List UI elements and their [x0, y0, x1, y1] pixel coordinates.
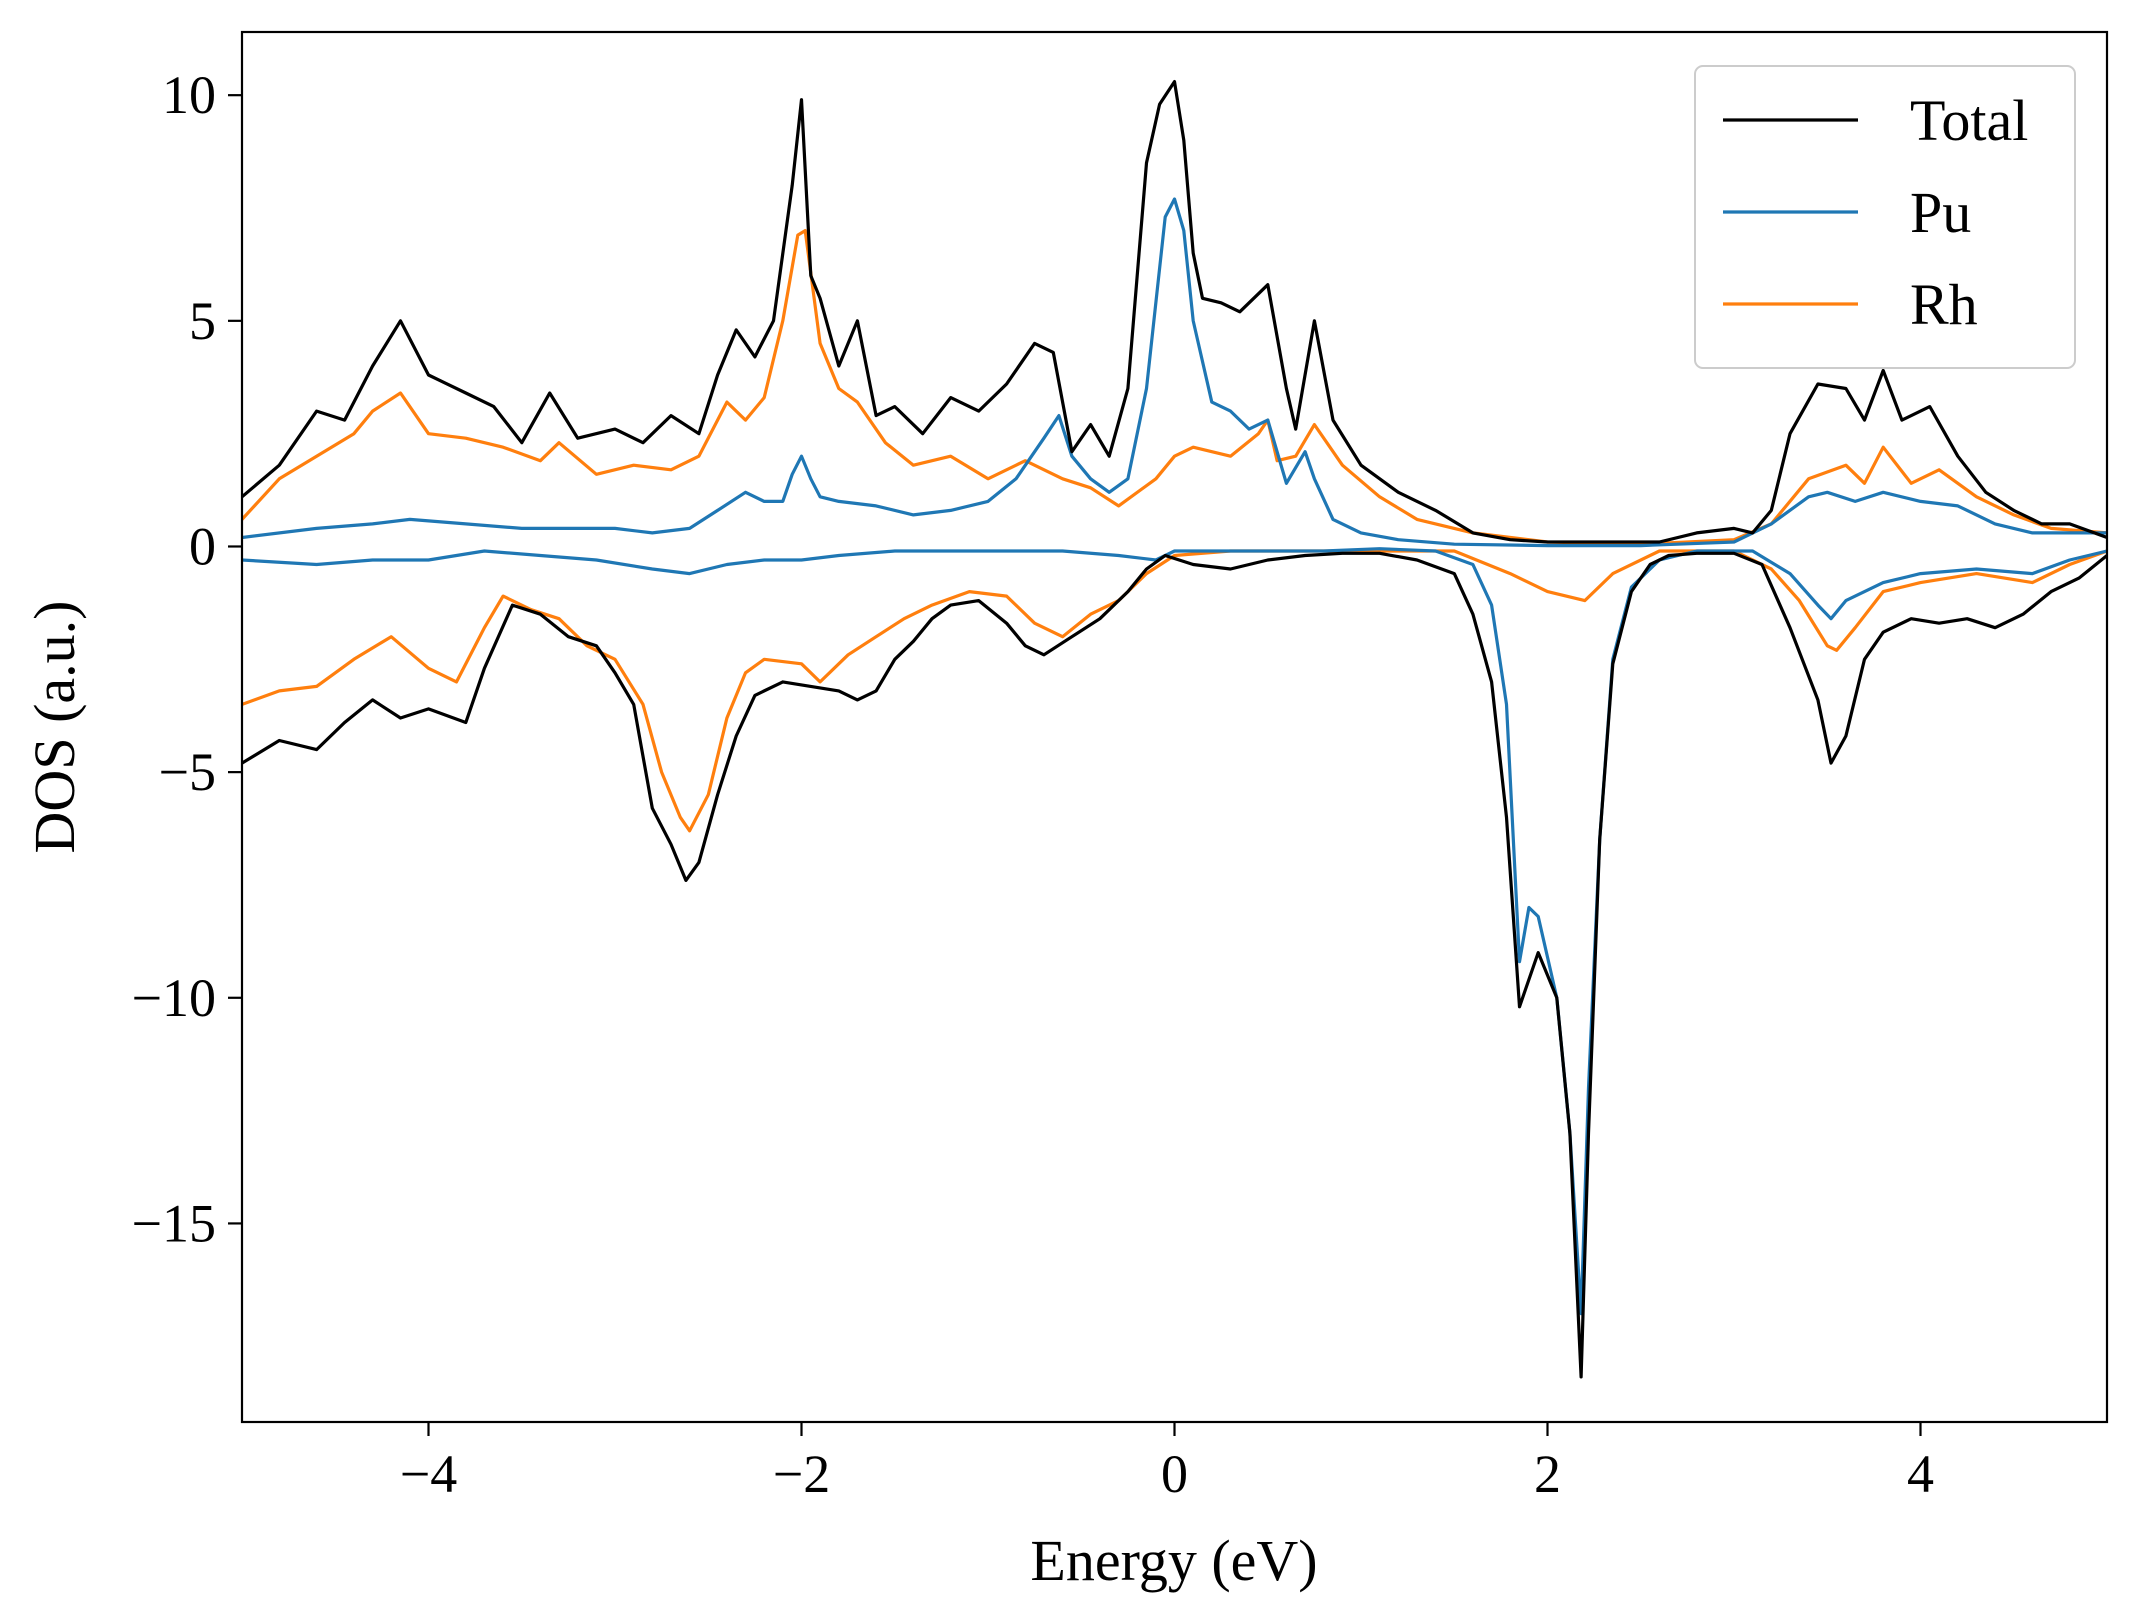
- y-tick-label: 10: [162, 65, 216, 125]
- x-axis-ticks: −4 −2 0 2 4: [400, 1422, 1934, 1504]
- series-line-rh-spin-down: [242, 549, 2107, 833]
- legend: Total Pu Rh: [1694, 65, 2076, 369]
- y-axis-ticks: −15 −10 −5 0 5 10: [132, 65, 242, 1253]
- x-tick-label: 4: [1907, 1444, 1934, 1504]
- x-tick-label: 0: [1161, 1444, 1188, 1504]
- x-tick-label: −4: [400, 1444, 457, 1504]
- y-tick-label: −15: [132, 1193, 216, 1253]
- y-axis-label: DOS (a.u.): [22, 601, 87, 854]
- series-line-rh-spin-up: [242, 229, 2107, 546]
- series-line-total-spin-up: [242, 79, 2107, 544]
- x-axis-label: Energy (eV): [1030, 1528, 1317, 1593]
- y-tick-label: −5: [159, 742, 216, 802]
- legend-box: [1694, 65, 2076, 369]
- series-line-pu-spin-down: [242, 547, 2107, 1316]
- y-tick-label: 0: [189, 516, 216, 576]
- series-line-total-spin-down: [242, 551, 2107, 1379]
- series-line-pu-spin-up: [242, 197, 2107, 548]
- x-tick-label: −2: [773, 1444, 830, 1504]
- x-tick-label: 2: [1534, 1444, 1561, 1504]
- legend-label-pu: Pu: [1910, 180, 1971, 245]
- legend-label-total: Total: [1910, 88, 2028, 153]
- legend-label-rh: Rh: [1910, 272, 1978, 337]
- series-layer: [242, 79, 2107, 1379]
- y-tick-label: 5: [189, 291, 216, 351]
- y-tick-label: −10: [132, 968, 216, 1028]
